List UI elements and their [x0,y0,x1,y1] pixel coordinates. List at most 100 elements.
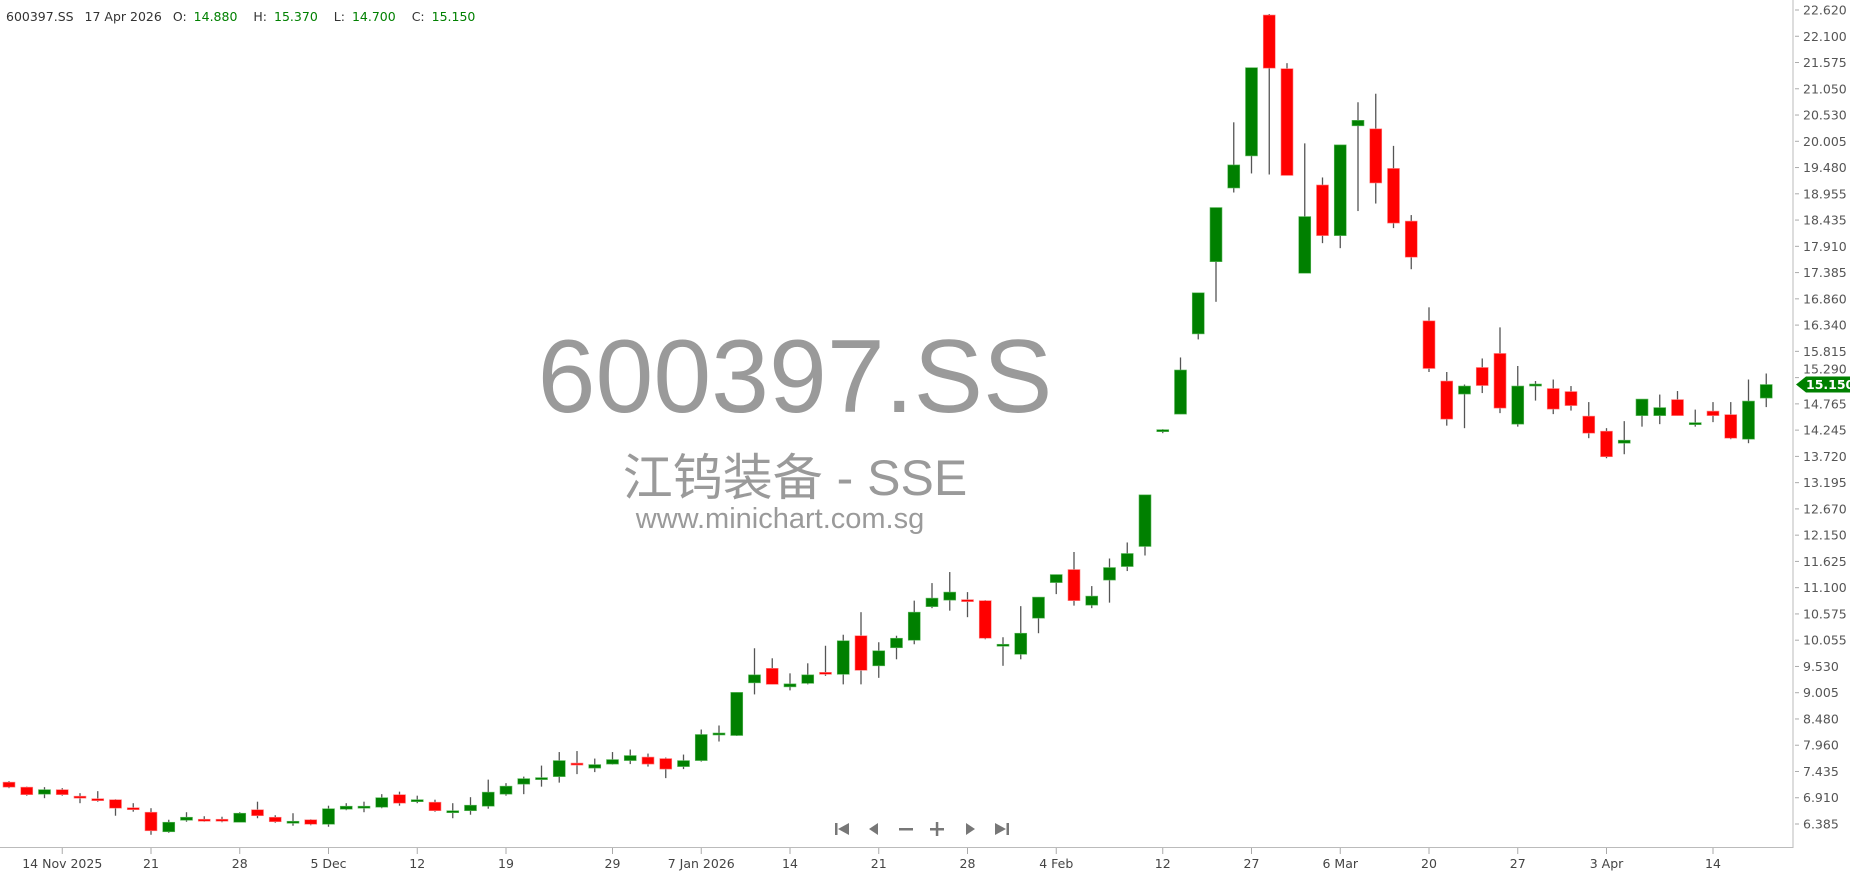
candle [978,600,992,640]
candle-body [641,756,655,765]
candle [1120,542,1134,572]
candle-body [1049,574,1063,583]
candle [1067,551,1081,606]
candle [1635,398,1649,427]
candle-body [1316,184,1329,236]
candle [659,757,673,779]
y-tick-label: 14.245 [1803,423,1847,438]
candle-body [1298,216,1312,274]
candle-body [1635,398,1649,416]
candle [91,791,105,802]
candle [233,812,247,823]
candle [1333,144,1347,249]
y-tick-label: 10.055 [1803,633,1847,648]
candle [446,803,460,819]
candle-body [126,807,140,811]
previous-button[interactable] [863,818,885,840]
candle [180,812,193,822]
candle [1671,391,1684,416]
candle-body [1759,384,1773,399]
candle [162,819,176,833]
candle [1422,307,1436,373]
candle [410,795,424,804]
candle-body [1174,369,1187,415]
candle-body [2,781,16,788]
candle-body [162,821,176,833]
candle [1688,409,1702,427]
candle [588,758,602,773]
next-button[interactable] [959,818,981,840]
candles-layer [2,14,1773,835]
candle-body [1493,353,1507,409]
candle [1014,606,1028,660]
candle-body [943,591,957,601]
candle [1209,207,1223,302]
candle-body [357,805,371,809]
x-tick-label: 4 Feb [1039,856,1073,871]
candle [570,751,584,775]
y-tick-label: 15.290 [1803,362,1847,377]
y-tick-label: 19.480 [1803,160,1847,175]
candle-body [144,811,158,832]
high-label: H: [253,9,268,24]
y-tick-label: 22.100 [1803,29,1847,44]
x-tick-label: 12 [409,856,425,871]
y-tick-label: 22.620 [1803,3,1847,18]
candle-body [251,809,264,817]
candle [1245,67,1258,174]
candle [1529,381,1542,401]
candle-body [1458,385,1471,395]
candle [677,754,690,770]
candle [552,752,566,783]
candle [215,816,229,823]
candle-body [499,785,513,795]
candle [144,808,158,835]
last-icon [995,823,1009,835]
candle-body [339,805,353,810]
last-button[interactable] [991,818,1013,840]
candle-body [1138,494,1152,547]
candle-body [91,798,105,801]
candle [1351,102,1365,212]
candle-body [623,755,637,761]
close-value: 15.150 [431,9,476,24]
candle [1049,574,1063,595]
first-button[interactable] [831,818,853,840]
candle-body [481,791,495,807]
y-tick-label: 21.575 [1803,55,1847,70]
candle-body [1209,207,1223,262]
candle [197,816,211,822]
candle [286,813,300,826]
open-value: 14.880 [193,9,238,24]
candle [38,787,51,799]
candle [393,791,406,806]
candle [55,788,69,796]
x-tick-label: 21 [143,856,159,871]
x-tick-label: 28 [960,856,976,871]
candle-body [1529,383,1542,387]
candle [854,612,868,685]
candle [1617,421,1631,455]
candle [1280,63,1294,176]
low-value: 14.700 [351,9,396,24]
candle-body [55,789,69,795]
candle-body [1191,292,1205,335]
y-tick-label: 6.910 [1803,790,1839,805]
zoom-in-button[interactable] [926,818,948,840]
open-label: O: [172,9,187,24]
candle [890,635,903,660]
y-tick-label: 12.150 [1803,528,1847,543]
zoom-out-button[interactable] [895,818,917,840]
candle-body [1014,632,1028,655]
candle [268,815,282,823]
candle-body [38,789,51,795]
y-tick-label: 12.670 [1803,501,1847,516]
y-tick-label: 20.530 [1803,108,1847,123]
x-tick-label: 3 Apr [1590,856,1624,871]
candle [694,729,708,762]
candle [1493,327,1507,414]
candle [748,648,761,695]
candle [1759,373,1773,408]
candle-body [1546,388,1560,410]
